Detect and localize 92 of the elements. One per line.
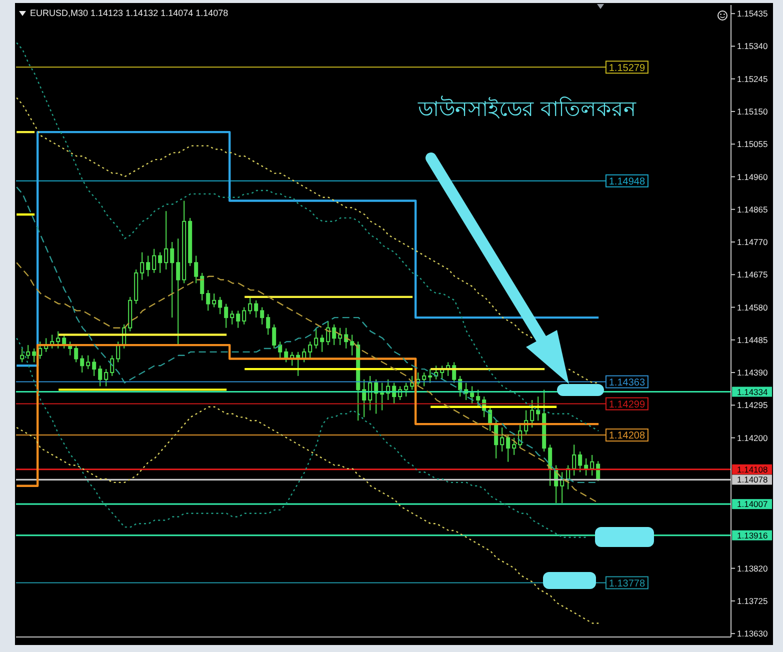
candlestick [158, 252, 162, 274]
y-tick-label: 1.14960 [737, 172, 768, 182]
ref-line-label: 1.14078 [737, 474, 768, 485]
ref-line-label: 1.13778 [608, 578, 646, 590]
candlestick [308, 341, 312, 360]
candlestick [242, 306, 246, 325]
ref-line-label: 1.14948 [608, 176, 646, 188]
y-tick-label: 1.14390 [737, 368, 768, 378]
candlestick [368, 375, 372, 411]
candlestick [344, 327, 348, 349]
ref-line-label: 1.14299 [608, 399, 646, 410]
y-tick-label: 1.15245 [737, 74, 768, 84]
y-tick-label: 1.14865 [737, 204, 768, 214]
candlestick [500, 426, 504, 452]
candlestick [548, 444, 552, 486]
ref-line-label: 1.13916 [737, 530, 768, 540]
candlestick [572, 444, 576, 476]
candlestick [320, 334, 324, 352]
candlestick [470, 386, 474, 404]
candlestick [164, 210, 168, 270]
ref-line-label: 1.14363 [608, 377, 646, 388]
candlestick [530, 400, 534, 428]
y-tick-label: 1.13630 [737, 628, 768, 639]
candlestick [146, 255, 150, 277]
y-tick-label: 1.15340 [737, 41, 768, 52]
candlestick [224, 303, 228, 328]
y-tick-label: 1.14485 [737, 334, 768, 345]
y-tick-label: 1.15435 [737, 8, 768, 19]
line-series [16, 338, 588, 538]
candlestick [170, 242, 174, 318]
ref-line-label: 1.14108 [737, 464, 768, 474]
candlestick [260, 306, 264, 325]
candlestick [422, 372, 426, 387]
ref-line-label: 1.14007 [737, 499, 768, 510]
y-tick-label: 1.15055 [737, 139, 768, 150]
candlestick [266, 314, 270, 336]
candlestick [212, 293, 216, 308]
candlestick [194, 255, 198, 284]
candlestick [80, 354, 84, 374]
ref-line-label: 1.14208 [608, 430, 646, 442]
candlestick [254, 300, 258, 318]
candlestick [86, 354, 90, 370]
ref-line-label: 1.14334 [737, 386, 768, 397]
y-tick-label: 1.14770 [737, 237, 768, 248]
candlestick [152, 248, 156, 274]
candlestick [92, 358, 96, 376]
candlestick [248, 296, 252, 315]
candlestick [314, 327, 318, 349]
candlestick [200, 272, 204, 301]
candlestick [104, 368, 108, 387]
candlestick [206, 290, 210, 312]
candlestick [578, 451, 582, 473]
candlestick [410, 375, 414, 390]
candlestick [272, 324, 276, 349]
candlestick [20, 348, 24, 363]
candlestick [38, 341, 42, 360]
candlestick [218, 296, 222, 315]
candlestick [236, 310, 240, 328]
line-series [16, 406, 600, 624]
candlestick [506, 434, 510, 462]
y-tick-label: 1.15150 [737, 106, 768, 116]
candlestick [476, 389, 480, 408]
candlestick [278, 341, 282, 360]
candlestick [350, 334, 354, 356]
candlestick [362, 378, 366, 418]
candlestick [590, 454, 594, 476]
candlestick [404, 382, 408, 398]
candlestick [512, 437, 516, 456]
candlestick [230, 310, 234, 325]
candlestick [140, 252, 144, 280]
candlestick [332, 324, 336, 346]
y-tick-label: 1.13820 [737, 563, 768, 574]
y-tick-label: 1.13725 [737, 596, 768, 606]
y-tick-label: 1.14200 [737, 432, 768, 443]
candlestick [326, 320, 330, 346]
ref-line-label: 1.15279 [608, 62, 646, 74]
candlestick [26, 344, 30, 360]
chart-title: EURUSD,M30 1.14123 1.14132 1.14074 1.14078 [30, 8, 228, 19]
candlestick [176, 238, 180, 346]
candlestick [56, 330, 60, 349]
y-tick-label: 1.14295 [737, 400, 768, 410]
candlestick [380, 382, 384, 411]
candlestick [338, 327, 342, 346]
candlestick [116, 341, 120, 363]
candlestick [98, 365, 102, 387]
y-tick-label: 1.14580 [737, 302, 768, 312]
y-tick-label: 1.14675 [737, 270, 768, 280]
candlestick [110, 354, 114, 376]
candlestick [74, 344, 78, 363]
candlestick [32, 348, 36, 363]
candlestick [428, 368, 432, 384]
annotation: ডাউনসাইডের বাতিলকরন [418, 95, 637, 123]
